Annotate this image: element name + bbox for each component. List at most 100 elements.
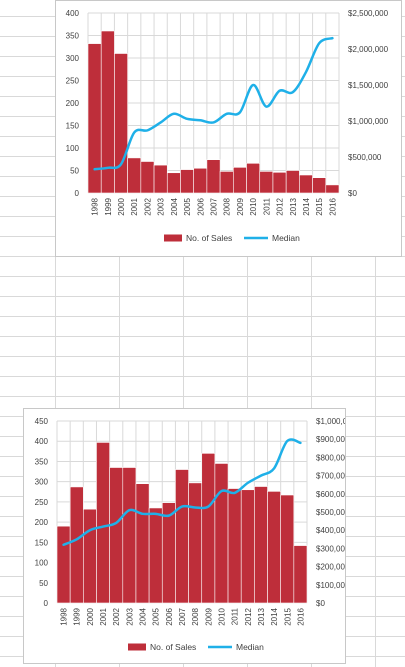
y-left-tick-label: 100 <box>66 144 80 153</box>
y-left-tick-label: 150 <box>35 538 49 547</box>
bar-2016 <box>293 545 308 604</box>
bar-2007 <box>206 159 221 194</box>
y-right-tick-label: $800,000 <box>316 453 345 462</box>
chart-canvas-bottom: 0 50 100 150 200 250 300 350 400 450 $0 $100,000 $20… <box>35 417 345 652</box>
bar-2007 <box>175 469 189 604</box>
median-line <box>62 438 302 547</box>
bar-2016 <box>325 184 340 194</box>
x-tick-label: 2001 <box>99 607 108 625</box>
y-right-tick-label: $0 <box>316 599 325 608</box>
x-tick-label: 2014 <box>270 607 279 625</box>
x-tick-label: 2000 <box>117 197 126 215</box>
y-right-tick-label: $900,000 <box>316 435 345 444</box>
y-left-tick-label: 200 <box>35 518 49 527</box>
x-tick-label: 2005 <box>183 197 192 215</box>
x-tick-label: 2013 <box>289 197 298 215</box>
x-tick-label: 2016 <box>328 197 337 215</box>
bar-2000 <box>114 53 128 194</box>
bar-2015 <box>280 494 295 604</box>
y-left-tick-label: 350 <box>35 457 49 466</box>
bar-2010 <box>246 163 261 194</box>
sales-median-chart-1998-2016-top[interactable]: 0 50 100 150 200 250 300 350 400 $0 $500,000 $1,000… <box>55 0 402 257</box>
y-right-tick-label: $500,000 <box>348 153 382 162</box>
bar-2013 <box>254 486 268 604</box>
bar-2011 <box>259 171 274 194</box>
median-line <box>93 36 334 171</box>
x-tick-label: 2013 <box>257 607 266 625</box>
x-tick-label: 2015 <box>315 197 324 215</box>
bar-2010 <box>214 463 229 604</box>
y-right-tick-label: $400,000 <box>316 526 345 535</box>
x-tick-label: 2004 <box>139 607 148 625</box>
y-left-tick-label: 400 <box>35 437 49 446</box>
bar-2012 <box>272 172 287 194</box>
x-tick-label: 2002 <box>112 607 121 625</box>
y-left-tick-label: 300 <box>66 54 80 63</box>
legend-label-sales: No. of Sales <box>186 233 232 243</box>
x-tick-label: 2005 <box>152 607 161 625</box>
legend-label-median: Median <box>236 642 264 652</box>
x-tick-label: 2010 <box>249 197 258 215</box>
y-right-tick-label: $0 <box>348 189 357 198</box>
bar-2009 <box>201 453 216 604</box>
x-tick-label: 2016 <box>296 607 305 625</box>
bar-2008 <box>188 482 203 604</box>
x-tick-label: 1998 <box>60 607 69 625</box>
x-tick-label: 2006 <box>196 197 205 215</box>
x-tick-label: 2009 <box>236 197 245 215</box>
x-tick-label: 2008 <box>223 197 232 215</box>
x-tick-label: 2004 <box>170 197 179 215</box>
bar-2002 <box>109 467 124 604</box>
bar-1998 <box>56 525 71 604</box>
bar-2000 <box>83 508 97 604</box>
x-tick-label: 2002 <box>143 197 152 215</box>
x-tick-label: 2011 <box>231 607 240 625</box>
y-left-tick-label: 300 <box>35 478 49 487</box>
bar-2014 <box>267 491 281 604</box>
sales-median-chart-1998-2016-bottom[interactable]: 0 50 100 150 200 250 300 350 400 450 $0 $100,000 $20… <box>23 408 346 664</box>
bar-2008 <box>219 171 234 194</box>
y-left-tick-label: 100 <box>35 559 49 568</box>
y-left-tick-label: 350 <box>66 32 80 41</box>
x-tick-label: 2007 <box>210 197 219 215</box>
bar-2001 <box>127 157 142 194</box>
y-left-tick-label: 50 <box>39 579 48 588</box>
y-right-tick-label: $600,000 <box>316 490 345 499</box>
y-right-tick-label: $100,000 <box>316 581 345 590</box>
bar-2014 <box>299 174 313 194</box>
x-tick-label: 2009 <box>204 607 213 625</box>
bar-2004 <box>166 172 181 194</box>
y-left-tick-label: 200 <box>66 99 80 108</box>
bar-2006 <box>193 167 208 194</box>
x-tick-label: 2012 <box>244 607 253 625</box>
legend-label-median: Median <box>272 233 300 243</box>
x-tick-label: 2011 <box>262 197 271 215</box>
x-tick-label: 2012 <box>276 197 285 215</box>
x-tick-label: 2000 <box>86 607 95 625</box>
legend-swatch-sales <box>128 643 146 651</box>
y-left-tick-label: 150 <box>66 122 80 131</box>
y-right-tick-label: $500,000 <box>316 508 345 517</box>
bar-2003 <box>153 164 168 194</box>
x-tick-label: 2008 <box>191 607 200 625</box>
y-right-tick-label: $1,000,000 <box>348 117 389 126</box>
bar-2001 <box>96 442 110 604</box>
bar-2013 <box>285 170 300 194</box>
bar-1999 <box>69 486 84 604</box>
bar-2004 <box>135 483 150 604</box>
y-left-tick-label: 0 <box>44 599 49 608</box>
chart-canvas-top: 0 50 100 150 200 250 300 350 400 $0 $500,000 $1,000… <box>66 9 389 243</box>
bar-2005 <box>148 507 163 604</box>
y-left-tick-label: 450 <box>35 417 49 426</box>
x-tick-label: 2003 <box>125 607 134 625</box>
x-tick-label: 2015 <box>283 607 292 625</box>
x-tick-label: 2001 <box>130 197 139 215</box>
bar-2005 <box>180 169 194 194</box>
x-tick-label: 2014 <box>302 197 311 215</box>
y-right-tick-label: $700,000 <box>316 472 345 481</box>
bar-2011 <box>227 488 242 604</box>
y-right-tick-label: $200,000 <box>316 563 345 572</box>
bar-2009 <box>233 167 247 194</box>
y-left-tick-label: 0 <box>75 189 80 198</box>
bar-1998 <box>87 43 102 194</box>
